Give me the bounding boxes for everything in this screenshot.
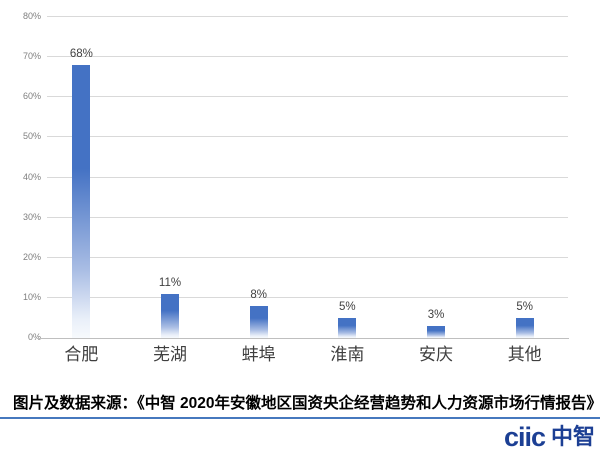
bar-group: 8%: [214, 17, 303, 338]
gridline: [47, 96, 568, 98]
footer-divider: [0, 417, 600, 419]
y-tick-label: 80%: [22, 11, 41, 21]
gridline: [47, 256, 568, 258]
bar-group: 5%: [480, 17, 569, 338]
logo-latin-text: ciic: [503, 422, 546, 452]
bar: [161, 293, 179, 338]
category-label: 合肥: [64, 345, 99, 364]
gridline: [47, 136, 568, 138]
y-tick-label: 60%: [22, 91, 41, 102]
bar-value-label: 11%: [158, 276, 182, 289]
y-tick-label: 0%: [27, 332, 41, 342]
bar: [72, 65, 91, 338]
bar-group: 5%: [303, 17, 392, 338]
gridline: [47, 56, 568, 58]
gridline: [47, 176, 568, 178]
bar-value-label: 3%: [427, 308, 445, 321]
bar: [249, 305, 268, 338]
gridline: [47, 296, 568, 298]
y-tick-label: 10%: [22, 291, 41, 302]
y-tick-label: 30%: [22, 211, 41, 222]
gridline: [47, 16, 568, 17]
ciic-logo: ciic 中智: [504, 422, 595, 452]
y-axis-tick-labels: 0% 10% 20% 30% 40% 50% 60% 70% 80%: [0, 11, 41, 342]
gridline: [47, 216, 568, 218]
bar-group: 68%: [37, 17, 126, 338]
y-tick-label: 20%: [22, 251, 41, 262]
y-tick-label: 40%: [22, 171, 41, 182]
bar: [427, 325, 446, 338]
bar-group: 11%: [126, 17, 215, 338]
bar-group: 3%: [392, 17, 481, 338]
logo-chinese-text: 中智: [550, 424, 595, 449]
category-label: 淮南: [330, 345, 365, 364]
category-label: 芜湖: [153, 345, 187, 364]
category-label: 安庆: [419, 345, 454, 364]
y-tick-label: 50%: [22, 131, 41, 142]
bar-value-label: 5%: [516, 300, 533, 313]
bar-chart-plot-area: 68% 11% 8% 5% 3% 5%: [37, 17, 569, 339]
chart-gridlines: [47, 16, 568, 338]
y-tick-label: 70%: [22, 51, 41, 62]
bar-value-label: 5%: [339, 300, 356, 313]
bar: [338, 317, 357, 338]
bar-value-label: 8%: [250, 288, 267, 301]
x-axis-category-labels: 合肥 芜湖 蚌埠 淮南 安庆 其他: [37, 345, 569, 365]
bar-value-label: 68%: [69, 48, 93, 61]
bar: [515, 317, 534, 338]
category-label: 其他: [507, 345, 542, 364]
category-label: 蚌埠: [241, 345, 276, 364]
source-caption: 图片及数据来源：《中智 2020年安徽地区国资央企经营趋势和人力资源市场行情报告…: [13, 395, 600, 412]
